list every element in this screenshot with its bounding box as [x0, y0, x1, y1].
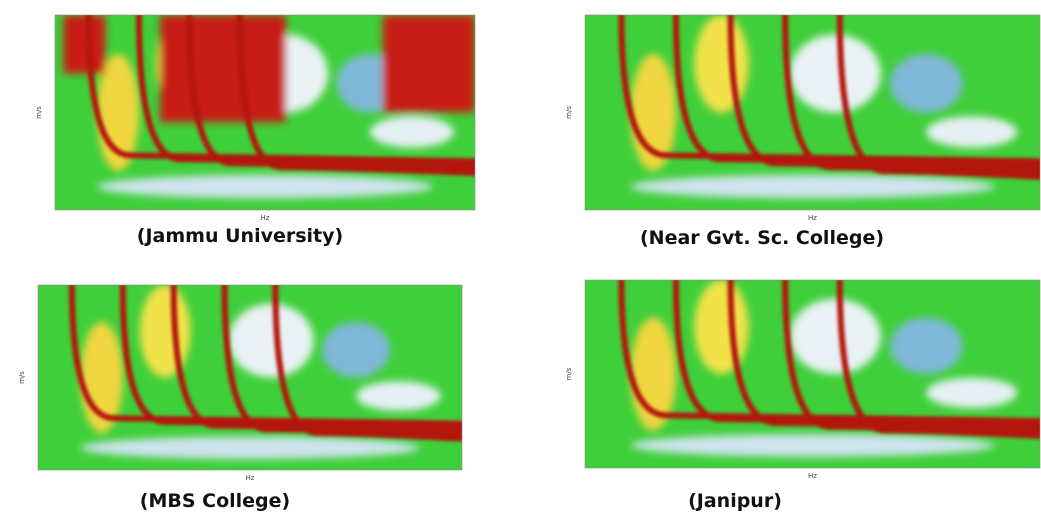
- curve: [618, 15, 1040, 165]
- y-axis-label: m/s: [18, 371, 26, 384]
- curve: [119, 285, 462, 431]
- curve: [136, 15, 475, 169]
- blob: [694, 15, 749, 113]
- red-field: [382, 15, 475, 113]
- curve: [836, 15, 1040, 180]
- curve: [236, 15, 475, 176]
- blob: [630, 434, 995, 457]
- curve: [836, 280, 1040, 440]
- panel-caption: (MBS College): [140, 490, 290, 512]
- color-field: [630, 280, 1018, 457]
- dispersion-curves: [85, 15, 475, 176]
- panel-caption: (Jammu University): [137, 225, 343, 247]
- frame: [37, 284, 463, 471]
- dispersion-curves: [618, 15, 1040, 180]
- curve: [673, 280, 1040, 428]
- blob: [228, 303, 314, 378]
- blob: [322, 322, 390, 378]
- dispersion-image: [38, 285, 462, 470]
- blob: [139, 285, 191, 378]
- blob: [789, 34, 881, 113]
- blob: [889, 54, 963, 113]
- x-axis-label: Hz: [261, 214, 270, 222]
- curve: [85, 15, 475, 165]
- dispersion-panel: m/s Hz (Jammu University): [35, 14, 476, 247]
- frame: [54, 14, 476, 211]
- x-axis-label: Hz: [808, 214, 817, 222]
- curve: [727, 15, 1040, 173]
- dispersion-panel: m/s Hz (Near Gvt. Sc. College): [565, 14, 1041, 249]
- curve: [186, 15, 475, 173]
- curve: [272, 285, 462, 442]
- blob: [889, 317, 963, 374]
- curve: [68, 285, 462, 427]
- blob: [694, 280, 749, 374]
- y-axis-label: m/s: [35, 106, 43, 119]
- blob: [370, 116, 454, 148]
- curve: [673, 15, 1040, 169]
- frame: [584, 14, 1041, 211]
- blob: [80, 436, 420, 459]
- curve: [618, 280, 1040, 424]
- blob: [356, 381, 441, 411]
- blob: [630, 174, 995, 199]
- blob: [789, 298, 881, 374]
- dispersion-panel: m/s Hz (Janipur): [565, 279, 1041, 512]
- x-axis-label: Hz: [246, 474, 255, 482]
- dispersion-panel: m/s Hz (MBS College): [18, 284, 463, 512]
- color-field: [630, 15, 1018, 199]
- dispersion-image: [585, 15, 1040, 210]
- dispersion-curves: [68, 285, 462, 442]
- x-axis-label: Hz: [808, 472, 817, 480]
- blob: [926, 377, 1018, 408]
- panel-caption: (Near Gvt. Sc. College): [640, 227, 884, 249]
- red-field: [160, 15, 286, 123]
- red-field: [63, 15, 106, 74]
- dispersion-image: [55, 15, 475, 210]
- frame: [584, 279, 1041, 469]
- blob: [926, 116, 1018, 148]
- blob: [97, 174, 433, 199]
- panel-caption: (Janipur): [688, 490, 782, 512]
- y-axis-label: m/s: [565, 106, 573, 119]
- dispersion-curves: [618, 280, 1040, 440]
- y-axis-label: m/s: [565, 367, 573, 380]
- dispersion-image: [585, 280, 1040, 468]
